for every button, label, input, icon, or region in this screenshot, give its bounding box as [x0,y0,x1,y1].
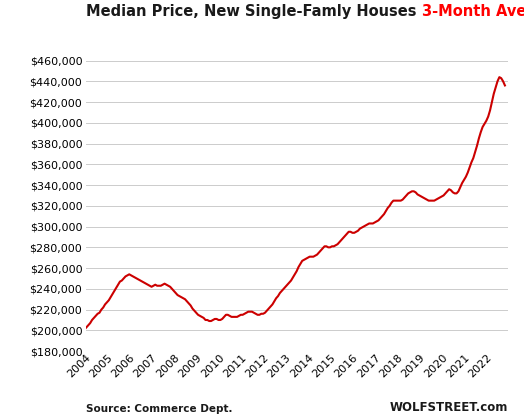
Text: 3-Month Average: 3-Month Average [422,4,524,19]
Text: Median Price, New Single-Famly Houses: Median Price, New Single-Famly Houses [86,4,422,19]
Text: Source: Commerce Dept.: Source: Commerce Dept. [86,404,233,414]
Text: WOLFSTREET.com: WOLFSTREET.com [390,401,508,414]
